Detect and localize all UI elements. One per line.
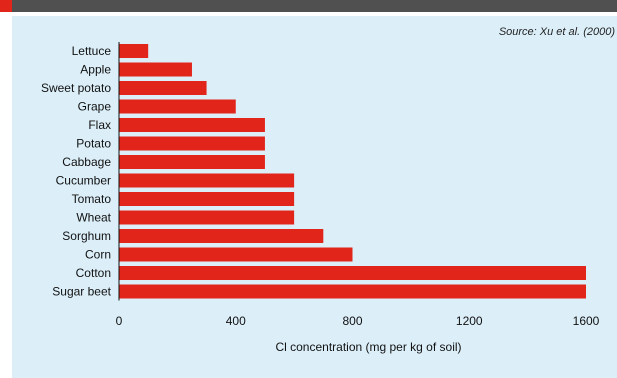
bar-cucumber [119,173,295,188]
category-label: Cotton [76,266,111,280]
header-bar [0,0,617,12]
bar-apple [119,62,192,77]
category-label: Flax [88,118,111,132]
x-axis-title: Cl concentration (mg per kg of soil) [275,340,461,354]
category-label: Cucumber [56,174,111,188]
x-tick-label: 400 [226,314,246,328]
bar-flax [119,118,265,132]
category-label: Cabbage [62,155,111,169]
bar-cabbage [119,155,265,169]
x-tick-label: 1200 [456,314,483,328]
category-label: Wheat [76,211,111,225]
category-label: Sweet potato [41,81,111,95]
category-label: Sugar beet [52,285,111,299]
category-label: Corn [85,248,111,262]
bar-corn [119,247,353,262]
bar-cotton [119,266,586,280]
x-tick-label: 800 [342,314,362,328]
bar-tomato [119,192,295,206]
category-label: Potato [76,137,111,151]
chart-panel [12,16,617,378]
x-tick-label: 1600 [573,314,600,328]
header-accent [0,0,12,12]
category-label: Apple [80,63,111,77]
bar-grape [119,99,236,114]
bar-sugar-beet [119,284,586,299]
category-label: Tomato [72,192,112,206]
bar-sorghum [119,229,324,243]
bar-lettuce [119,44,149,58]
source-note: Source: Xu et al. (2000) [498,26,615,38]
category-label: Grape [78,100,112,114]
bar-wheat [119,210,295,225]
category-label: Sorghum [62,229,111,243]
x-tick-label: 0 [116,314,123,328]
bar-sweet-potato [119,81,207,95]
bar-potato [119,136,265,151]
category-label: Lettuce [72,44,112,58]
